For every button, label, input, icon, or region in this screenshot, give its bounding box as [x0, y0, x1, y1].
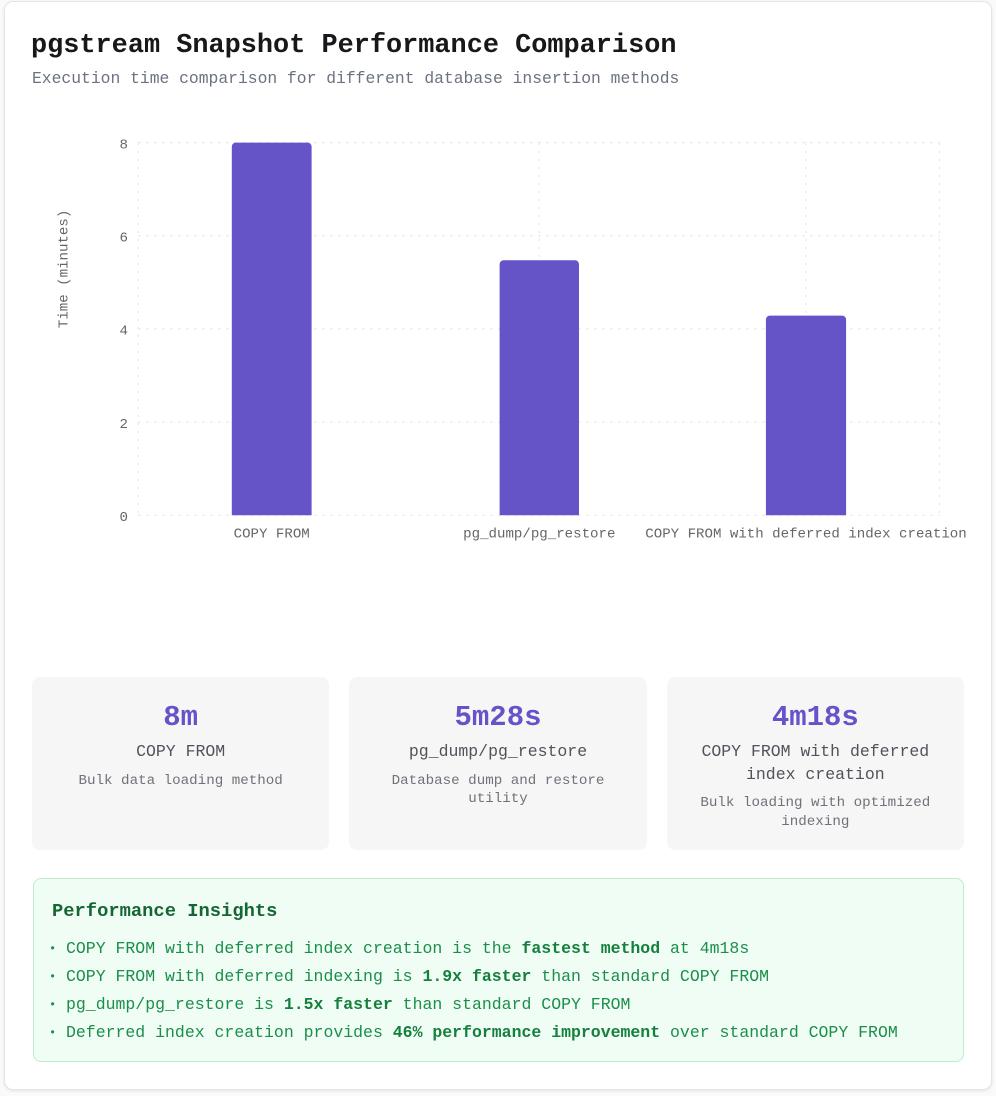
svg-text:6: 6 [120, 231, 128, 247]
svg-text:2: 2 [120, 417, 128, 433]
svg-text:pg_dump/pg_restore: pg_dump/pg_restore [463, 526, 615, 542]
svg-text:COPY FROM: COPY FROM [234, 526, 310, 542]
svg-text:COPY FROM with deferred index: COPY FROM with deferred index creation [645, 526, 966, 542]
svg-text:0: 0 [120, 510, 128, 526]
svg-text:4: 4 [120, 324, 128, 340]
svg-text:Time (minutes): Time (minutes) [57, 210, 73, 328]
svg-text:8: 8 [120, 137, 128, 153]
